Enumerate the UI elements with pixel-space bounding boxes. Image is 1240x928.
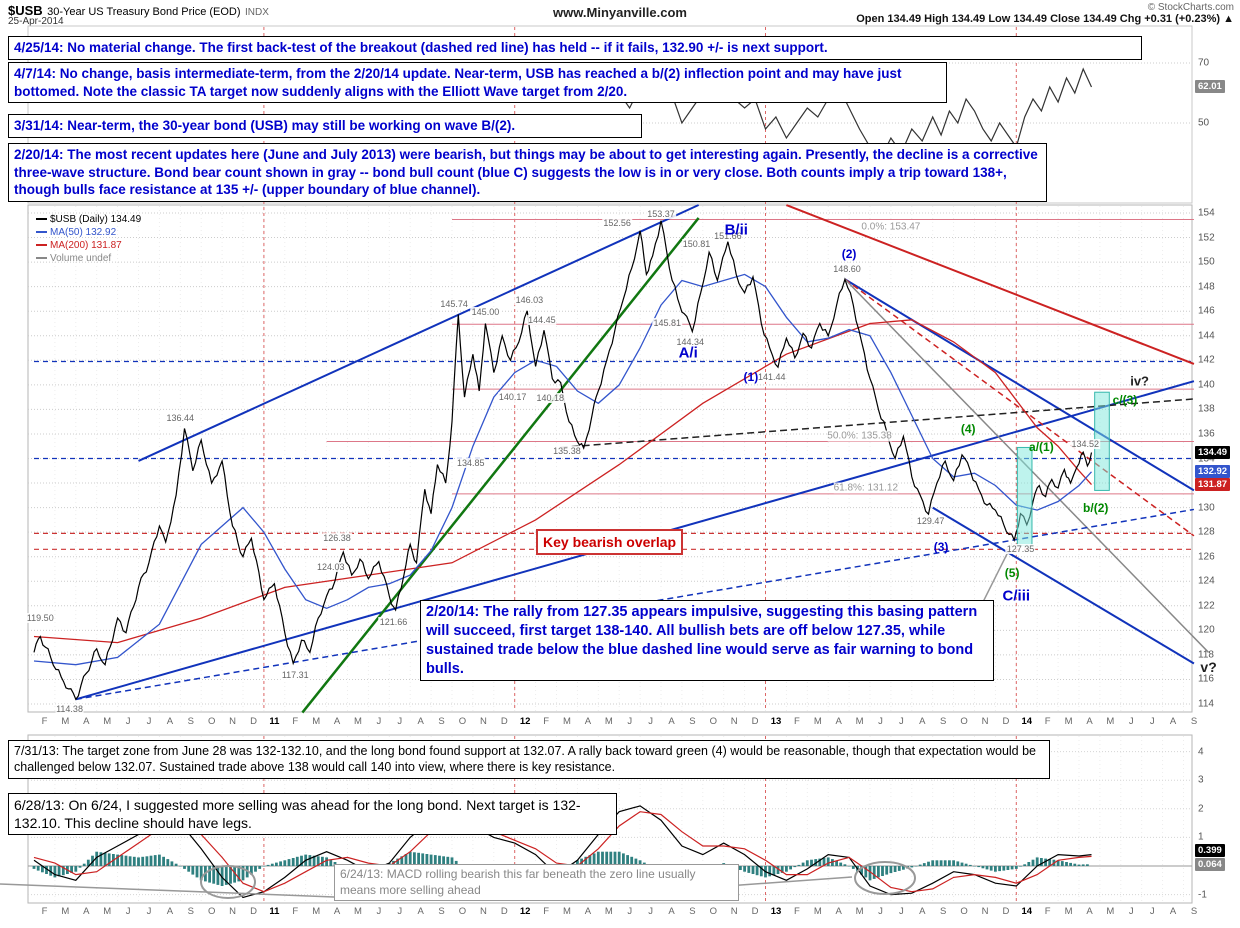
macd-histogram: [32, 851, 1089, 886]
trend-line: [786, 204, 1195, 365]
trend-line: [844, 278, 1195, 492]
target-zone: [1016, 446, 1033, 547]
quote-line: Open 134.49 High 134.49 Low 134.49 Close…: [856, 13, 1234, 25]
chart-date: 25-Apr-2014: [8, 16, 64, 27]
highlight-ellipse: [200, 865, 256, 899]
callout-line: [0, 883, 335, 898]
rsi-line: [618, 67, 1093, 161]
ma50-line: [33, 273, 1092, 666]
price-line: [33, 220, 1093, 701]
symbol-desc: 30-Year US Treasury Bond Price (EOD): [47, 6, 241, 18]
ma200-line: [33, 319, 1092, 644]
gridlines: [54, 206, 1184, 902]
callout-line: [982, 543, 1013, 603]
trend-line: [301, 217, 700, 714]
trend-line: [138, 204, 700, 462]
symbol-title: $USB 30-Year US Treasury Bond Price (EOD…: [8, 2, 269, 20]
callout-line: [726, 876, 853, 887]
symbol: $USB: [8, 3, 43, 18]
macd-line: [33, 805, 1092, 899]
macd-signal-line: [33, 811, 1092, 893]
copyright: © StockCharts.com: [1147, 2, 1234, 13]
rsi-panel-frame: [27, 25, 1193, 204]
trend-line: [560, 398, 1195, 449]
site-watermark: www.Minyanville.com: [553, 5, 687, 20]
trend-line: [932, 506, 1195, 665]
highlight-ellipse: [854, 861, 916, 895]
symbol-exchange: INDX: [245, 7, 269, 18]
trend-line: [75, 508, 1195, 701]
trend-line: [844, 278, 1195, 537]
target-zone: [1094, 391, 1110, 491]
